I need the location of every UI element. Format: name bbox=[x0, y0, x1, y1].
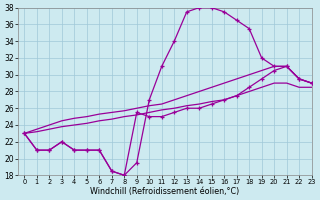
X-axis label: Windchill (Refroidissement éolien,°C): Windchill (Refroidissement éolien,°C) bbox=[90, 187, 239, 196]
